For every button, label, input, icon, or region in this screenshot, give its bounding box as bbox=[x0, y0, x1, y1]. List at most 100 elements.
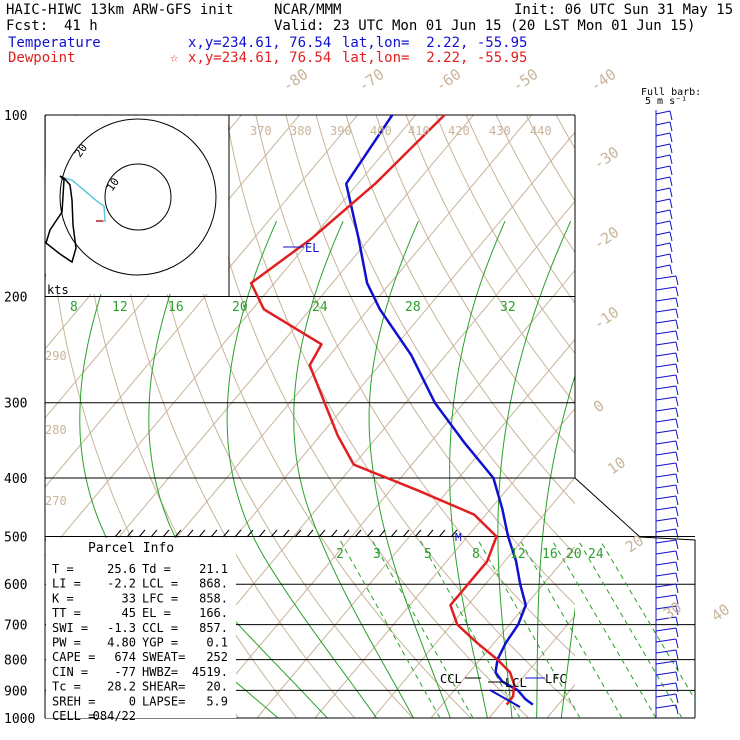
barb-flag bbox=[669, 110, 673, 121]
wind-barb bbox=[655, 528, 679, 539]
hatch-mark bbox=[438, 529, 446, 538]
parcel-value: -2.2 bbox=[107, 577, 136, 591]
wind-barb bbox=[655, 693, 679, 704]
parcel-path bbox=[489, 689, 521, 708]
mixing-ratio-top-label: 24 bbox=[312, 300, 328, 315]
legend-dewpoint-label: Dewpoint bbox=[8, 50, 76, 66]
barb-flag bbox=[675, 638, 679, 649]
barb-flag bbox=[675, 484, 679, 495]
pressure-tick-label: 800 bbox=[4, 654, 27, 669]
dry-adiabat bbox=[135, 115, 414, 718]
barb-shaft bbox=[655, 462, 677, 467]
barb-shaft bbox=[655, 506, 677, 511]
barb-flag bbox=[675, 429, 679, 440]
theta-label: 400 bbox=[370, 124, 392, 138]
barb-flag bbox=[675, 308, 679, 319]
mixing-ratio-low-label: 8 bbox=[472, 547, 480, 562]
isotherm-label: -10 bbox=[590, 303, 623, 333]
theta-label: 290 bbox=[45, 349, 67, 363]
legend-dewpoint-latlon: lat,lon= 2.22, -55.95 bbox=[342, 50, 528, 66]
parcel-value: -1.3 bbox=[107, 621, 136, 635]
wind-barb bbox=[655, 429, 679, 440]
barb-shaft bbox=[655, 638, 677, 643]
barb-flag bbox=[675, 374, 679, 385]
moist-adiabat bbox=[449, 221, 506, 718]
wind-barb bbox=[655, 341, 679, 352]
wind-barb bbox=[655, 407, 679, 418]
mixing-ratio-line bbox=[477, 539, 581, 718]
barb-flag bbox=[669, 253, 673, 264]
isotherm-label: -40 bbox=[587, 65, 620, 95]
parcel-key2: HWBZ= bbox=[142, 665, 178, 679]
wind-barb bbox=[655, 495, 679, 506]
wind-barb bbox=[655, 550, 679, 561]
wind-barb bbox=[655, 165, 673, 176]
parcel-value: -77 bbox=[114, 665, 136, 679]
mixing-ratio-top-label: 32 bbox=[500, 300, 516, 315]
barb-key-line1: Full barb: bbox=[641, 87, 701, 98]
barb-shaft bbox=[655, 495, 677, 500]
isotherm bbox=[372, 476, 575, 718]
isotherm bbox=[663, 115, 740, 718]
theta-label: 280 bbox=[45, 423, 67, 437]
wind-barb bbox=[655, 649, 679, 660]
parcel-value: 33 bbox=[122, 591, 136, 605]
wind-barb bbox=[655, 297, 679, 308]
wind-barb bbox=[655, 473, 679, 484]
barb-shaft bbox=[655, 649, 677, 654]
parcel-value: 674 bbox=[114, 650, 136, 664]
dry-adiabat bbox=[706, 115, 740, 731]
barb-flag bbox=[675, 561, 679, 572]
barb-shaft bbox=[655, 352, 677, 357]
barb-shaft bbox=[655, 484, 677, 489]
moist-adiabat bbox=[226, 221, 378, 718]
valid-time: Valid: 23 UTC Mon 01 Jun 15 (20 LST Mon … bbox=[274, 18, 696, 34]
wind-barb bbox=[655, 110, 673, 121]
barb-shaft bbox=[655, 385, 677, 390]
legend-temperature-label: Temperature bbox=[8, 35, 101, 51]
dewpoint-line bbox=[249, 114, 516, 706]
parcel-value2: 252 bbox=[206, 650, 228, 664]
barb-flag bbox=[675, 605, 679, 616]
parcel-key2: EL = bbox=[142, 606, 171, 620]
dry-adiabat bbox=[375, 115, 575, 455]
parcel-key: TT = bbox=[52, 606, 81, 620]
parcel-key2: LAPSE= bbox=[142, 694, 185, 708]
barb-shaft bbox=[655, 264, 671, 269]
barb-key-line2: 5 m s⁻¹ bbox=[645, 96, 687, 107]
wind-barb bbox=[655, 286, 679, 297]
parcel-key: PW = bbox=[52, 636, 81, 650]
parcel-key: CIN = bbox=[52, 665, 88, 679]
legend-dewpoint-marker: ☆ bbox=[170, 50, 179, 66]
theta-label: 430 bbox=[489, 124, 511, 138]
hatch-mark bbox=[318, 529, 326, 538]
parcel-value: 45 bbox=[122, 606, 136, 620]
barb-flag bbox=[675, 627, 679, 638]
barb-shaft bbox=[655, 660, 677, 665]
temperature-line bbox=[344, 114, 534, 706]
barb-flag bbox=[675, 495, 679, 506]
mixing-ratio-line bbox=[519, 539, 623, 718]
wind-barb bbox=[655, 363, 679, 374]
barb-flag bbox=[675, 616, 679, 627]
mixing-ratio-low-label: 12 bbox=[510, 547, 526, 562]
barb-flag bbox=[675, 671, 679, 682]
parcel-value2: 0.1 bbox=[206, 636, 228, 650]
parcel-value2: 858. bbox=[199, 591, 228, 605]
barb-flag bbox=[675, 330, 679, 341]
parcel-key: SREH = bbox=[52, 694, 95, 708]
pressure-tick-label: 900 bbox=[4, 684, 27, 699]
wind-barb bbox=[655, 451, 679, 462]
theta-label: 380 bbox=[290, 124, 312, 138]
barb-flag bbox=[669, 143, 673, 154]
dry-adiabat bbox=[255, 115, 575, 657]
wind-barb bbox=[655, 418, 679, 429]
mixing-ratio-top-label: 16 bbox=[168, 300, 184, 315]
parcel-value2: 21.1 bbox=[199, 562, 228, 576]
pressure-tick-label: 300 bbox=[4, 397, 27, 412]
wind-barb bbox=[655, 220, 673, 231]
wind-barb bbox=[655, 319, 679, 330]
parcel-key: Tc = bbox=[52, 680, 81, 694]
barb-shaft bbox=[655, 319, 677, 324]
mixing-ratio-top-label: 20 bbox=[232, 300, 248, 315]
